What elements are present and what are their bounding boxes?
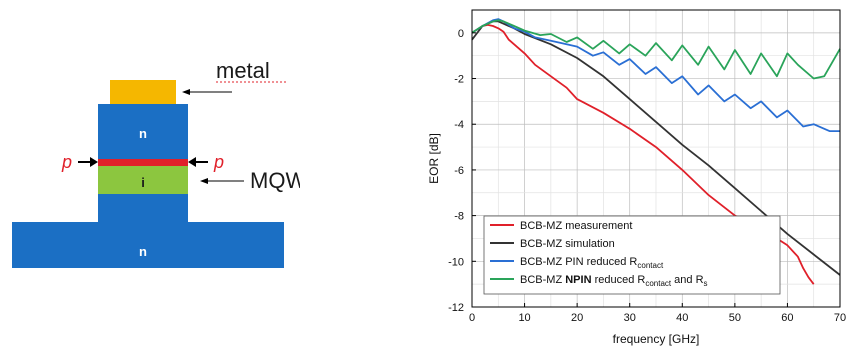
mqw-label: MQW bbox=[250, 168, 300, 193]
y-tick-label: 0 bbox=[458, 28, 464, 40]
legend-label-0: BCB-MZ measurement bbox=[520, 220, 632, 232]
substrate-base bbox=[12, 222, 284, 268]
x-tick-label: 60 bbox=[781, 312, 793, 324]
n-top-layer bbox=[98, 104, 188, 159]
y-tick-label: -4 bbox=[454, 119, 464, 131]
p-left-label: p bbox=[61, 152, 72, 172]
n-top-label: n bbox=[139, 126, 147, 141]
substrate-ridge bbox=[98, 194, 188, 224]
p-layer bbox=[98, 159, 188, 166]
eor-frequency-chart: 0 10 20 30 40 50 60 70 0 -2 -4 -6 -8 -10 -12 frequency… bbox=[427, 9, 846, 346]
y-tick-label: -8 bbox=[454, 211, 464, 223]
series-line-0 bbox=[471, 23, 815, 285]
i-layer bbox=[98, 166, 188, 194]
y-tick-label: -12 bbox=[448, 302, 464, 314]
series-layer bbox=[471, 18, 841, 285]
p-right-arrow bbox=[188, 157, 208, 167]
tick-layer: 0 10 20 30 40 50 60 70 0 -2 -4 -6 -8 -10 -12 bbox=[448, 28, 846, 324]
x-tick-label: 20 bbox=[571, 312, 583, 324]
y-tick-label: -10 bbox=[448, 256, 464, 268]
y-tick-label: -6 bbox=[454, 165, 464, 177]
metal-label: metal bbox=[216, 58, 270, 83]
mqw-arrow bbox=[200, 178, 244, 184]
x-tick-label: 70 bbox=[834, 312, 846, 324]
x-tick-label: 40 bbox=[676, 312, 688, 324]
legend-label-3: BCB-MZ NPIN reduced Rcontact and Rs bbox=[520, 274, 708, 288]
x-tick-label: 50 bbox=[729, 312, 741, 324]
series-line-1 bbox=[471, 20, 841, 276]
y-tick-label: -2 bbox=[454, 74, 464, 86]
p-left-arrow bbox=[78, 157, 98, 167]
device-cross-section-diagram: n i n p p metal MQW bbox=[12, 58, 300, 268]
legend-label-1: BCB-MZ simulation bbox=[520, 238, 615, 250]
x-tick-label: 30 bbox=[624, 312, 636, 324]
series-line-3 bbox=[471, 19, 841, 80]
i-layer-label: i bbox=[141, 175, 145, 190]
p-right-label: p bbox=[213, 152, 224, 172]
metal-arrow bbox=[182, 89, 232, 95]
legend-box bbox=[483, 215, 781, 295]
n-bottom-label: n bbox=[139, 244, 147, 259]
x-tick-label: 10 bbox=[518, 312, 530, 324]
x-axis-label: frequency [GHz] bbox=[613, 332, 700, 346]
y-axis-label: EOR [dB] bbox=[427, 133, 441, 184]
metal-contact bbox=[110, 80, 176, 104]
plot-frame bbox=[471, 9, 841, 308]
legend-label-2: BCB-MZ PIN reduced Rcontact bbox=[520, 256, 664, 270]
x-tick-label: 0 bbox=[469, 312, 475, 324]
series-line-2 bbox=[471, 18, 840, 133]
legend: BCB-MZ measurement BCB-MZ simulation BCB-M… bbox=[483, 215, 781, 295]
